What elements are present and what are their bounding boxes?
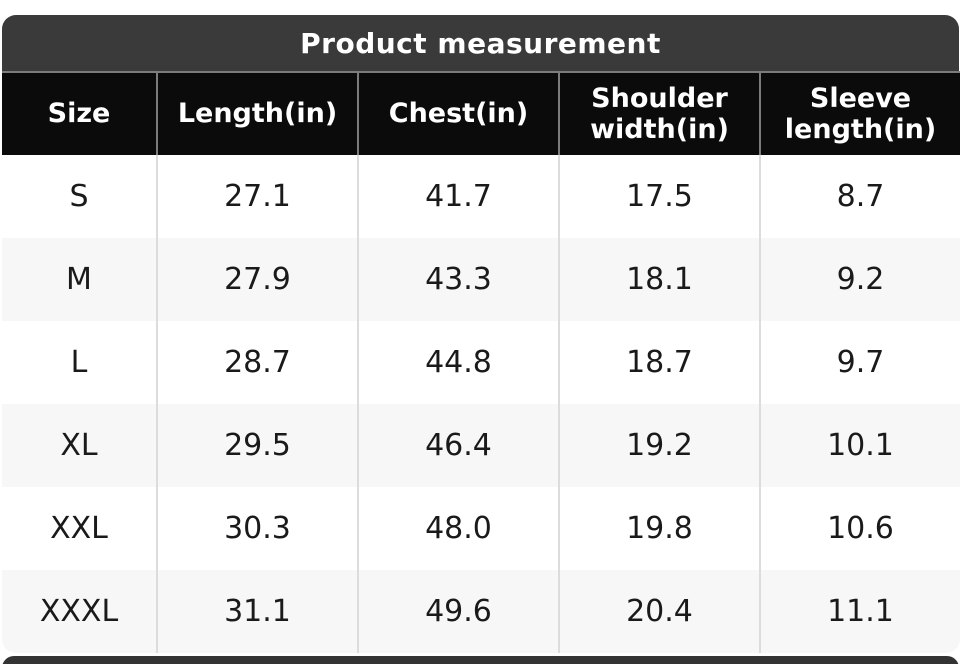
table-title: Product measurement [300, 26, 661, 60]
column-header-sleeve-length: Sleeve length(in) [759, 71, 960, 155]
chest-value: 48.0 [357, 487, 558, 570]
shoulder-value: 17.5 [558, 155, 759, 238]
table-title-bar: Product measurement [2, 15, 959, 71]
measurement-table-panel: Product measurement Size Length(in) Ches… [2, 15, 960, 664]
table-row-m: M 27.9 43.3 18.1 9.2 [2, 238, 960, 321]
chest-value: 46.4 [357, 404, 558, 487]
size-label: S [2, 155, 156, 238]
shoulder-value: 18.1 [558, 238, 759, 321]
sleeve-value: 9.2 [759, 238, 960, 321]
column-header-shoulder-width: Shoulder width(in) [558, 71, 759, 155]
table-row-xxxl: XXXL 31.1 49.6 20.4 11.1 [2, 570, 960, 653]
column-header-length: Length(in) [156, 71, 357, 155]
product-measurement-table: Size Length(in) Chest(in) Shoulder width… [2, 71, 960, 653]
chest-value: 49.6 [357, 570, 558, 653]
length-value: 30.3 [156, 487, 357, 570]
shoulder-value: 20.4 [558, 570, 759, 653]
chest-value: 44.8 [357, 321, 558, 404]
sleeve-value: 8.7 [759, 155, 960, 238]
shoulder-value: 19.2 [558, 404, 759, 487]
length-value: 27.9 [156, 238, 357, 321]
size-label: XL [2, 404, 156, 487]
length-value: 31.1 [156, 570, 357, 653]
sleeve-value: 10.1 [759, 404, 960, 487]
sleeve-value: 9.7 [759, 321, 960, 404]
shoulder-value: 18.7 [558, 321, 759, 404]
table-row-xl: XL 29.5 46.4 19.2 10.1 [2, 404, 960, 487]
chest-value: 41.7 [357, 155, 558, 238]
length-value: 27.1 [156, 155, 357, 238]
sleeve-value: 10.6 [759, 487, 960, 570]
table-row-xxl: XXL 30.3 48.0 19.8 10.6 [2, 487, 960, 570]
table-row-s: S 27.1 41.7 17.5 8.7 [2, 155, 960, 238]
column-header-size: Size [2, 71, 156, 155]
shoulder-value: 19.8 [558, 487, 759, 570]
size-label: XXL [2, 487, 156, 570]
size-label: XXXL [2, 570, 156, 653]
column-header-chest: Chest(in) [357, 71, 558, 155]
chest-value: 43.3 [357, 238, 558, 321]
next-section-bar-cutoff [2, 656, 959, 664]
sleeve-value: 11.1 [759, 570, 960, 653]
length-value: 29.5 [156, 404, 357, 487]
size-label: M [2, 238, 156, 321]
table-row-l: L 28.7 44.8 18.7 9.7 [2, 321, 960, 404]
table-header-row: Size Length(in) Chest(in) Shoulder width… [2, 71, 960, 155]
size-label: L [2, 321, 156, 404]
length-value: 28.7 [156, 321, 357, 404]
